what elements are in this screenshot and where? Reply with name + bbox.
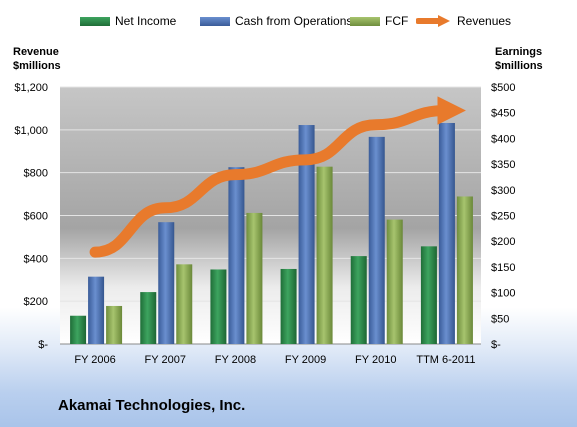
bar-net-income [70,315,87,344]
bar-cash-from-operations [368,136,385,344]
legend-swatch-fcf [350,16,380,26]
right-axis-ticks: $- $50 $100 $150 $200 $250 $300 $350 $400 $450 $50… [491,82,515,351]
revenue-line-group [89,96,466,258]
bar-net-income [280,268,297,344]
bar-cash-from-operations [228,167,245,344]
x-axis-tick-label: FY 2007 [145,354,186,366]
company-name: Akamai Technologies, Inc. [58,397,246,414]
left-axis-tick-label: $1,000 [14,125,48,137]
legend-label-revenues: Revenues [457,14,512,28]
left-axis-tick-label: $600 [24,211,48,223]
bar-cash-from-operations [438,122,455,344]
revenue-line [89,96,466,258]
x-axis-tick-label: TTM 6-2011 [416,354,475,366]
right-axis-tick-label: $450 [491,108,515,120]
right-axis-title: Earnings $millions [495,45,543,73]
left-axis-tick-label: $800 [24,168,48,180]
left-axis-tick-label: $400 [24,253,48,265]
legend-item-revenues: Revenues [416,14,511,28]
right-axis-tick-label: $100 [491,288,515,300]
left-axis-tick-label: $- [38,339,48,351]
left-axis-tick-label: $1,200 [14,82,48,94]
bar-cash-from-operations [158,222,175,344]
right-axis-tick-label: $250 [491,211,515,223]
legend-item-fcf: FCF [350,14,408,28]
bar-fcf [456,196,473,344]
legend-swatch-cash-from-operations [200,16,230,26]
bar-net-income [140,292,157,344]
bar-cash-from-operations [88,276,105,344]
right-axis-tick-label: $500 [491,82,515,94]
right-axis-tick-label: $400 [491,133,515,145]
legend-swatch-revenues [416,15,450,27]
left-axis-ticks: $- $200 $400 $600 $800 $1,000 $1,200 [14,82,48,351]
right-axis-tick-label: $150 [491,262,515,274]
legend-item-cash-from-operations: Cash from Operations [200,14,352,28]
bar-cash-from-operations [298,125,315,344]
right-axis-tick-label: $350 [491,159,515,171]
bar-fcf [316,166,333,344]
left-axis-title-line-2: $millions [13,60,61,72]
right-axis-tick-label: $- [491,339,501,351]
bar-net-income [350,256,367,344]
bar-fcf [386,219,403,344]
legend-swatch-net-income [80,16,110,26]
legend-label-cash-from-operations: Cash from Operations [235,14,353,28]
right-axis-tick-label: $300 [491,185,515,197]
x-axis-tick-label: FY 2006 [74,354,115,366]
bar-fcf [246,212,263,344]
bar-fcf [176,264,193,344]
right-axis-tick-label: $50 [491,313,509,325]
right-axis-title-line-2: $millions [495,60,543,72]
legend: Net Income Cash from Operations FCF Reve… [0,14,577,34]
legend-label-net-income: Net Income [115,14,177,28]
x-axis-tick-label: FY 2008 [215,354,256,366]
x-axis-tick-label: FY 2010 [355,354,396,366]
bars [70,122,473,344]
legend-label-fcf: FCF [385,14,409,28]
left-axis-title-line-1: Revenue [13,46,59,58]
bar-net-income [420,246,437,344]
bar-fcf [106,305,123,344]
left-axis-title: Revenue $millions [13,45,61,73]
bar-net-income [210,269,227,344]
x-axis-ticks: FY 2006 FY 2007 FY 2008 FY 2009 FY 2010 TTM 6… [74,354,475,366]
right-axis-title-line-1: Earnings [495,46,543,58]
left-axis-tick-label: $200 [24,296,48,308]
gridlines [60,86,481,345]
right-axis-tick-label: $200 [491,236,515,248]
x-axis-tick-label: FY 2009 [285,354,326,366]
legend-item-net-income: Net Income [80,14,176,28]
